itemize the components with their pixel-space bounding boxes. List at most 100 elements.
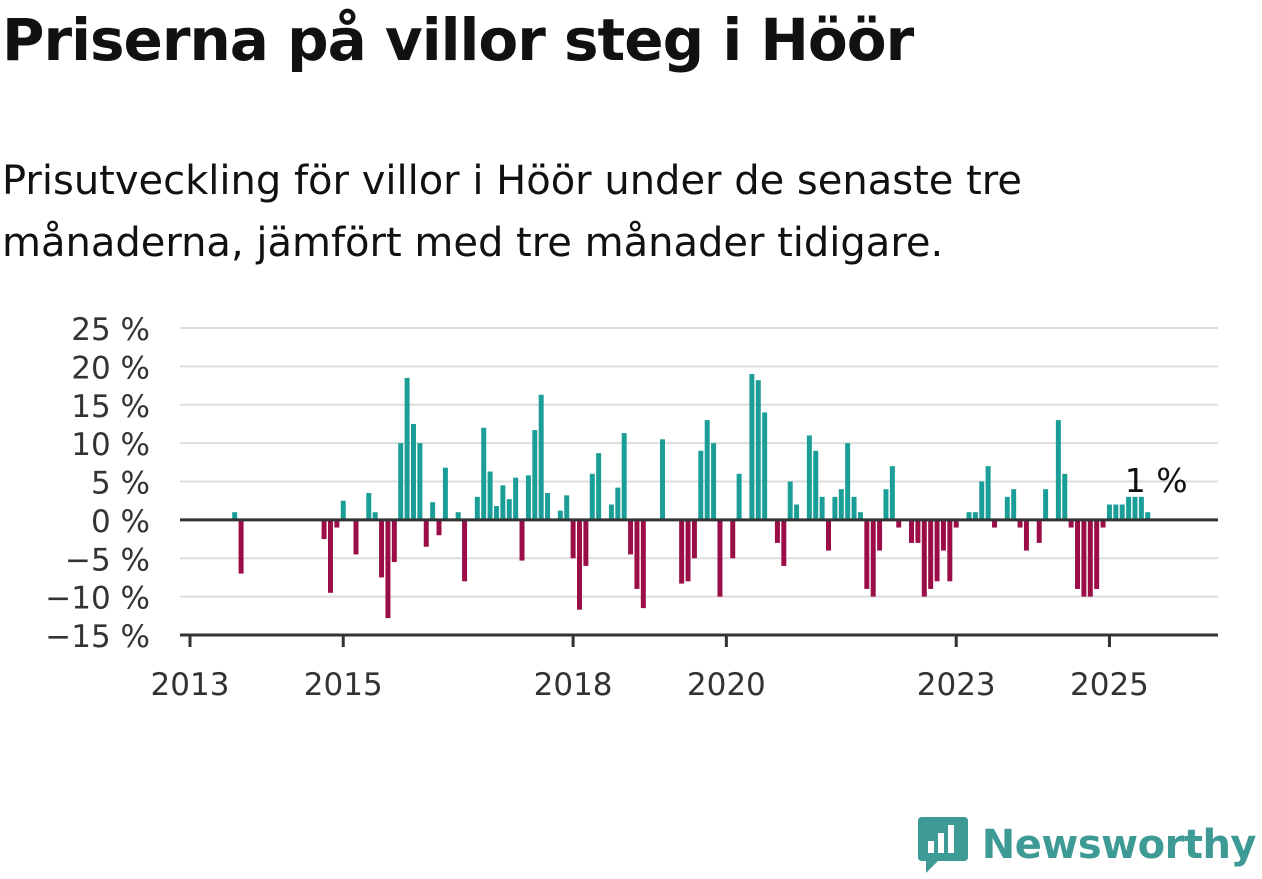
chart-subtitle: Prisutveckling för villor i Höör under d…: [2, 158, 1022, 266]
bar: [749, 374, 755, 520]
bar: [1113, 504, 1119, 520]
y-axis-tick-labels: 25 %20 %15 %10 %5 %0 %−5 %−10 %−15 %: [45, 312, 150, 655]
chart-title: Priserna på villor steg i Höör: [2, 6, 914, 74]
bar: [379, 519, 385, 578]
bar: [755, 380, 761, 520]
bar: [698, 450, 704, 520]
bar: [321, 519, 327, 540]
y-tick-label: 0 %: [91, 504, 150, 540]
bar: [819, 496, 825, 520]
bar: [1062, 473, 1068, 520]
bar: [851, 496, 857, 520]
bar: [1011, 489, 1017, 520]
bar: [928, 519, 934, 589]
bar: [736, 473, 742, 520]
bar: [589, 473, 595, 520]
bar: [685, 519, 691, 582]
bar: [334, 519, 340, 528]
bar: [410, 423, 416, 520]
x-tick-label: 2025: [1070, 667, 1149, 703]
bar: [398, 443, 404, 520]
bar: [838, 489, 844, 520]
bars: [232, 374, 1151, 619]
x-axis-tick-labels: 2013 2015 2018 2020 2023 2025: [151, 667, 1149, 703]
bar: [953, 519, 959, 528]
brand-name: Newsworthy: [981, 822, 1257, 868]
bar: [1023, 519, 1029, 551]
bar: [366, 493, 372, 520]
bar: [493, 506, 499, 520]
bar: [417, 443, 423, 520]
bar: [615, 487, 621, 520]
bar: [915, 519, 921, 543]
bar: [557, 510, 563, 520]
bar: [1036, 519, 1042, 543]
bar: [232, 512, 238, 520]
bar: [774, 519, 780, 543]
bar: [717, 519, 723, 597]
bar: [564, 495, 570, 520]
bar: [979, 481, 985, 520]
last-value-label: 1 %: [1125, 461, 1188, 500]
bar: [500, 485, 506, 520]
x-tick-label: 2015: [304, 667, 383, 703]
y-tick-label: 20 %: [71, 350, 150, 386]
bar: [730, 519, 736, 559]
bar: [1055, 420, 1061, 520]
bar: [391, 519, 397, 563]
bar: [423, 519, 429, 547]
bar: [640, 519, 646, 609]
bar: [385, 519, 391, 619]
bar: [813, 450, 819, 520]
bar: [781, 519, 787, 566]
bar: [877, 519, 883, 551]
bar: [1081, 519, 1087, 597]
bar: [462, 519, 468, 582]
bar: [1094, 519, 1100, 589]
bar: [711, 443, 717, 520]
bar: [934, 519, 940, 582]
bar: [679, 519, 685, 584]
bar: [883, 489, 889, 520]
bar: [545, 493, 551, 520]
bar: [628, 519, 634, 555]
bar: [826, 519, 831, 551]
bar: [538, 394, 544, 520]
bar: [513, 477, 519, 520]
y-tick-label: −15 %: [45, 619, 150, 655]
newsworthy-logo-icon: [917, 817, 968, 873]
y-tick-label: 5 %: [91, 466, 150, 502]
bar: [1017, 519, 1023, 528]
bar: [1100, 519, 1106, 528]
bar: [577, 519, 582, 610]
x-tick-label: 2023: [917, 667, 996, 703]
bar: [947, 519, 953, 582]
x-tick-label: 2020: [687, 667, 766, 703]
bar: [1145, 512, 1151, 520]
bar: [972, 512, 978, 520]
bar: [704, 420, 710, 520]
bar: [596, 453, 602, 520]
bar: [857, 512, 863, 520]
bar: [832, 496, 838, 520]
axes: [180, 518, 1218, 647]
bar: [985, 466, 991, 520]
annotations: 1 %: [1125, 461, 1188, 500]
bar: [889, 466, 895, 520]
bar: [1075, 519, 1081, 589]
bar: [1138, 496, 1144, 520]
bar: [870, 519, 876, 597]
bar: [506, 499, 512, 520]
bar: [992, 519, 998, 528]
bar: [1132, 496, 1138, 520]
bar: [864, 519, 870, 589]
bar: [909, 519, 915, 543]
bar: [1043, 489, 1049, 520]
bar: [896, 519, 902, 528]
bar: [372, 512, 378, 520]
bar: [525, 475, 531, 520]
x-tick-label: 2018: [534, 667, 613, 703]
bar: [1126, 496, 1132, 520]
bar: [1068, 519, 1074, 528]
